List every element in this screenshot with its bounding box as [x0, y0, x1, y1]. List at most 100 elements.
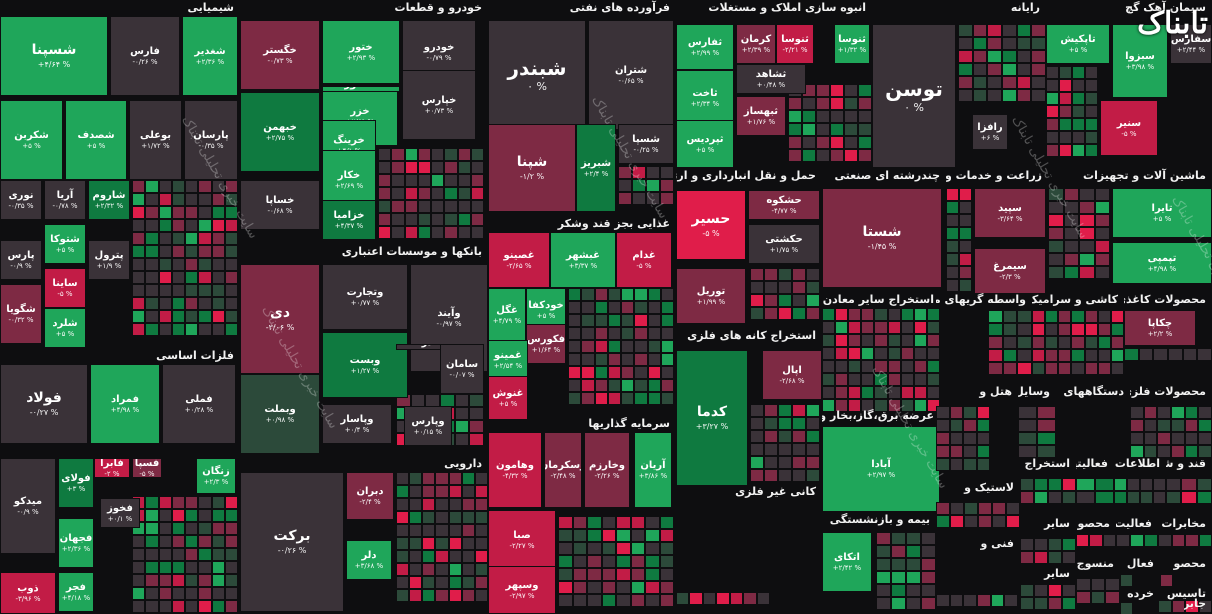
minor-symbol-cell[interactable]: [750, 443, 764, 456]
minor-symbol-cell[interactable]: [594, 379, 608, 392]
stock-tile-اپال[interactable]: اپال -۲/۶۸ %: [762, 350, 822, 400]
minor-symbol-cell[interactable]: [1034, 538, 1048, 551]
minor-symbol-cell[interactable]: [594, 353, 608, 366]
minor-symbol-cell[interactable]: [906, 545, 921, 558]
minor-symbol-cell[interactable]: [158, 180, 172, 193]
minor-symbol-cell[interactable]: [435, 576, 449, 589]
minor-symbol-cell[interactable]: [1143, 419, 1158, 432]
minor-symbol-cell[interactable]: [224, 587, 238, 600]
minor-symbol-cell[interactable]: [949, 419, 963, 432]
minor-symbol-cell[interactable]: [1085, 79, 1098, 92]
minor-symbol-cell[interactable]: [431, 200, 445, 213]
minor-symbol-cell[interactable]: [435, 537, 449, 550]
stock-tile-شتران[interactable]: شتران -۰/۶۵ %: [588, 20, 674, 130]
minor-symbol-cell[interactable]: [1058, 362, 1072, 375]
minor-symbol-cell[interactable]: [621, 353, 635, 366]
minor-symbol-cell[interactable]: [861, 360, 875, 373]
minor-symbol-cell[interactable]: [830, 84, 844, 97]
minor-symbol-cell[interactable]: [958, 50, 973, 63]
minor-symbol-cell[interactable]: [764, 456, 778, 469]
minor-symbol-cell[interactable]: [660, 192, 674, 205]
minor-symbol-cell[interactable]: [1196, 491, 1212, 504]
stock-tile-اتکای[interactable]: اتکای +۲/۴۲ %: [822, 532, 872, 592]
minor-symbol-cell[interactable]: [1079, 214, 1095, 227]
minor-symbol-cell[interactable]: [1130, 445, 1144, 458]
minor-symbol-cell[interactable]: [647, 366, 661, 379]
minor-symbol-cell[interactable]: [474, 498, 488, 511]
minor-symbol-cell[interactable]: [132, 219, 146, 232]
minor-symbol-cell[interactable]: [1034, 491, 1048, 504]
minor-symbol-cell[interactable]: [891, 571, 906, 584]
minor-symbol-cell[interactable]: [1046, 105, 1059, 118]
minor-symbol-cell[interactable]: [1084, 349, 1098, 362]
minor-symbol-cell[interactable]: [876, 532, 891, 545]
minor-symbol-cell[interactable]: [702, 592, 717, 605]
stock-tile-فمراد[interactable]: فمراد +۴/۹۸ %: [90, 364, 160, 444]
minor-symbol-cell[interactable]: [581, 340, 595, 353]
minor-symbol-cell[interactable]: [378, 174, 392, 187]
minor-symbol-cell[interactable]: [132, 193, 146, 206]
stock-tile-فولای[interactable]: فولای +۳ %: [58, 458, 94, 508]
minor-symbol-cell[interactable]: [145, 284, 159, 297]
minor-symbol-cell[interactable]: [224, 535, 238, 548]
minor-symbol-cell[interactable]: [461, 589, 475, 602]
minor-symbol-cell[interactable]: [936, 502, 950, 515]
minor-symbol-cell[interactable]: [1046, 131, 1059, 144]
minor-symbol-cell[interactable]: [1084, 336, 1098, 349]
stock-tile-چکاپا[interactable]: چکاپا +۲/۲ %: [1124, 310, 1196, 346]
minor-symbol-cell[interactable]: [792, 268, 806, 281]
minor-symbol-cell[interactable]: [461, 576, 475, 589]
minor-symbol-cell[interactable]: [1032, 310, 1046, 323]
minor-symbol-cell[interactable]: [660, 392, 674, 405]
minor-symbol-cell[interactable]: [645, 542, 660, 555]
minor-symbol-cell[interactable]: [158, 206, 172, 219]
minor-symbol-cell[interactable]: [987, 76, 1002, 89]
minor-symbol-cell[interactable]: [926, 347, 940, 360]
minor-symbol-cell[interactable]: [435, 589, 449, 602]
minor-symbol-cell[interactable]: [621, 301, 635, 314]
minor-symbol-cell[interactable]: [1016, 24, 1032, 37]
minor-symbol-cell[interactable]: [171, 206, 185, 219]
minor-symbol-cell[interactable]: [618, 166, 632, 179]
minor-symbol-cell[interactable]: [422, 511, 436, 524]
minor-symbol-cell[interactable]: [469, 394, 484, 407]
minor-symbol-cell[interactable]: [1048, 253, 1064, 266]
minor-symbol-cell[interactable]: [806, 307, 820, 320]
minor-symbol-cell[interactable]: [198, 600, 212, 613]
minor-symbol-cell[interactable]: [634, 301, 648, 314]
minor-symbol-cell[interactable]: [1017, 310, 1032, 323]
minor-symbol-cell[interactable]: [1090, 578, 1106, 591]
minor-symbol-cell[interactable]: [1184, 432, 1199, 445]
minor-symbol-cell[interactable]: [1063, 201, 1079, 214]
minor-symbol-cell[interactable]: [988, 310, 1003, 323]
minor-symbol-cell[interactable]: [743, 592, 757, 605]
stock-tile-خبهمن[interactable]: خبهمن +۲/۷۵ %: [240, 92, 320, 172]
minor-symbol-cell[interactable]: [1058, 336, 1072, 349]
minor-symbol-cell[interactable]: [1102, 534, 1116, 547]
minor-symbol-cell[interactable]: [958, 37, 973, 50]
minor-symbol-cell[interactable]: [1063, 253, 1079, 266]
minor-symbol-cell[interactable]: [1017, 362, 1032, 375]
minor-symbol-cell[interactable]: [572, 555, 587, 568]
minor-symbol-cell[interactable]: [422, 537, 436, 550]
minor-symbol-cell[interactable]: [158, 245, 172, 258]
minor-symbol-cell[interactable]: [660, 314, 674, 327]
stock-tile-حسیر[interactable]: حسیر -۵ %: [676, 190, 746, 260]
minor-symbol-cell[interactable]: [158, 323, 172, 336]
minor-symbol-cell[interactable]: [778, 417, 792, 430]
minor-symbol-cell[interactable]: [132, 284, 146, 297]
minor-symbol-cell[interactable]: [145, 522, 159, 535]
minor-symbol-cell[interactable]: [990, 594, 1005, 607]
minor-symbol-cell[interactable]: [568, 392, 582, 405]
minor-symbol-cell[interactable]: [145, 561, 159, 574]
minor-symbol-cell[interactable]: [185, 574, 199, 587]
minor-symbol-cell[interactable]: [621, 327, 635, 340]
minor-symbol-cell[interactable]: [1059, 92, 1072, 105]
minor-symbol-cell[interactable]: [1002, 349, 1018, 362]
minor-symbol-cell[interactable]: [822, 360, 836, 373]
minor-symbol-cell[interactable]: [876, 558, 891, 571]
minor-symbol-cell[interactable]: [448, 498, 462, 511]
minor-symbol-cell[interactable]: [630, 542, 645, 555]
minor-symbol-cell[interactable]: [778, 307, 792, 320]
minor-symbol-cell[interactable]: [1031, 63, 1046, 76]
